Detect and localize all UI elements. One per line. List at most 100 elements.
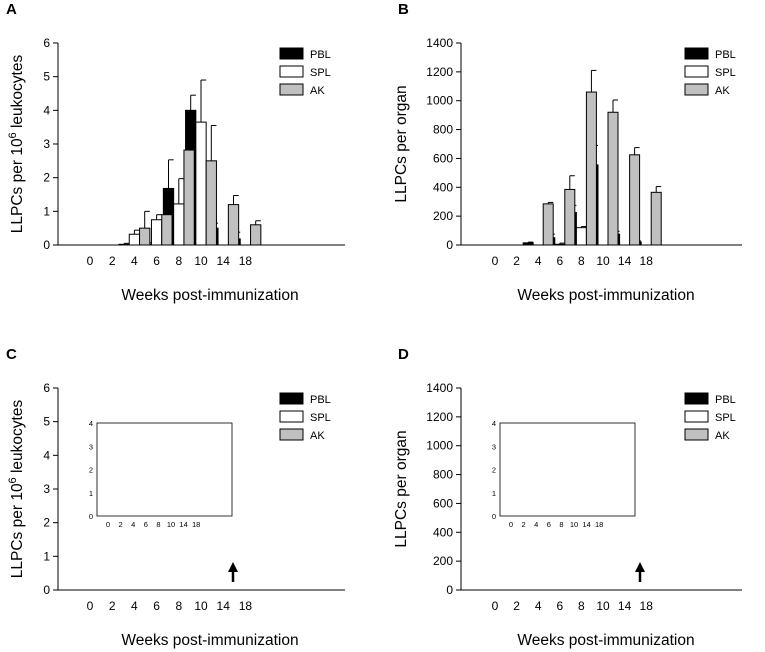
bar-pbl bbox=[118, 243, 130, 246]
x-tick-label: 14 bbox=[217, 599, 231, 613]
x-tick-label: 10 bbox=[596, 599, 610, 613]
x-tick-label: 6 bbox=[556, 254, 563, 268]
y-tick-label: 1200 bbox=[426, 410, 453, 424]
inset-x-tick-label: 14 bbox=[179, 520, 187, 529]
legend-label-ak: AK bbox=[310, 430, 325, 442]
inset-x-tick-label: 2 bbox=[119, 520, 123, 529]
legend-swatch-spl bbox=[279, 410, 304, 423]
x-tick-label: 18 bbox=[640, 599, 654, 613]
y-tick-label: 6 bbox=[43, 381, 50, 395]
y-tick-label: 1200 bbox=[426, 65, 453, 79]
y-tick-label: 6 bbox=[43, 36, 50, 50]
x-tick-label: 8 bbox=[578, 254, 585, 268]
legend-swatch-spl bbox=[684, 65, 709, 78]
inset-x-tick-label: 2 bbox=[522, 520, 526, 529]
legend-swatch-spl bbox=[279, 65, 304, 78]
x-tick-label: 14 bbox=[618, 599, 632, 613]
x-tick-label: 10 bbox=[194, 599, 208, 613]
y-tick-label: 0 bbox=[43, 583, 50, 597]
inset-x-tick-label: 4 bbox=[534, 520, 538, 529]
legend-label-spl: SPL bbox=[715, 67, 736, 79]
y-axis-title: LLPCs per organ bbox=[393, 430, 410, 547]
inset-x-tick-label: 0 bbox=[509, 520, 513, 529]
x-tick-label: 6 bbox=[153, 254, 160, 268]
x-tick-label: 8 bbox=[578, 599, 585, 613]
inset-y-tick-label: 2 bbox=[492, 466, 496, 475]
inset-y-tick-label: 1 bbox=[492, 489, 496, 498]
legend-swatch-ak bbox=[684, 428, 709, 441]
inset-x-tick-label: 6 bbox=[547, 520, 551, 529]
y-tick-label: 5 bbox=[43, 415, 50, 429]
x-tick-label: 4 bbox=[535, 599, 542, 613]
x-tick-label: 0 bbox=[492, 599, 499, 613]
x-tick-label: 0 bbox=[87, 254, 94, 268]
y-axis-title: LLPCs per organ bbox=[393, 85, 410, 202]
x-tick-label: 0 bbox=[492, 254, 499, 268]
inset-frame bbox=[499, 422, 636, 517]
x-tick-label: 10 bbox=[194, 254, 208, 268]
bar-spl bbox=[195, 121, 207, 246]
panel-label: A bbox=[6, 1, 17, 18]
bar-spl bbox=[575, 227, 587, 246]
y-tick-label: 4 bbox=[43, 448, 50, 462]
inset-x-tick-label: 4 bbox=[131, 520, 135, 529]
bar-ak bbox=[161, 214, 173, 246]
x-tick-label: 4 bbox=[535, 254, 542, 268]
legend-label-pbl: PBL bbox=[715, 394, 736, 406]
legend-label-ak: AK bbox=[715, 430, 730, 442]
inset-y-tick-label: 0 bbox=[89, 512, 93, 521]
x-tick-label: 0 bbox=[87, 599, 94, 613]
panel-label: D bbox=[398, 346, 409, 363]
legend-swatch-pbl bbox=[279, 47, 304, 60]
y-tick-label: 1400 bbox=[426, 36, 453, 50]
inset-x-tick-label: 10 bbox=[570, 520, 578, 529]
x-tick-label: 14 bbox=[618, 254, 632, 268]
arrow-icon bbox=[635, 562, 645, 572]
bar-spl bbox=[150, 219, 163, 246]
bar-pbl bbox=[522, 242, 534, 246]
legend-swatch-pbl bbox=[279, 392, 304, 405]
x-tick-label: 2 bbox=[513, 254, 520, 268]
legend-label-ak: AK bbox=[715, 85, 730, 97]
legend-swatch-ak bbox=[279, 428, 304, 441]
x-axis-title: Weeks post-immunization bbox=[121, 287, 298, 304]
bar-spl bbox=[173, 203, 185, 246]
inset-x-tick-label: 8 bbox=[156, 520, 160, 529]
x-tick-label: 2 bbox=[109, 254, 116, 268]
inset-y-tick-label: 0 bbox=[492, 512, 496, 521]
bar-ak bbox=[183, 149, 195, 246]
bar-ak bbox=[607, 111, 619, 246]
legend-label-spl: SPL bbox=[310, 67, 331, 79]
bar-spl bbox=[554, 243, 566, 246]
inset-y-tick-label: 3 bbox=[492, 442, 496, 451]
bar-ak bbox=[542, 203, 554, 246]
arrow-icon bbox=[228, 562, 238, 572]
y-tick-label: 0 bbox=[446, 238, 453, 252]
y-axis-title: LLPCs per 106 leukocytes bbox=[7, 55, 26, 234]
y-tick-label: 400 bbox=[433, 525, 453, 539]
bar-spl bbox=[128, 233, 141, 246]
y-tick-label: 800 bbox=[433, 468, 453, 482]
x-tick-label: 6 bbox=[153, 599, 160, 613]
legend-label-pbl: PBL bbox=[310, 49, 331, 61]
y-tick-label: 400 bbox=[433, 180, 453, 194]
x-tick-label: 18 bbox=[239, 254, 253, 268]
panel-label: C bbox=[6, 346, 17, 363]
y-tick-label: 1 bbox=[43, 204, 50, 218]
bar-ak bbox=[227, 204, 240, 246]
bar-ak bbox=[629, 154, 641, 246]
inset-x-tick-label: 18 bbox=[192, 520, 200, 529]
y-tick-label: 4 bbox=[43, 103, 50, 117]
legend-swatch-ak bbox=[684, 83, 709, 96]
y-tick-label: 1000 bbox=[426, 439, 453, 453]
y-tick-label: 0 bbox=[43, 238, 50, 252]
x-tick-label: 18 bbox=[239, 599, 253, 613]
inset-frame bbox=[96, 422, 233, 517]
legend-label-spl: SPL bbox=[310, 412, 331, 424]
bar-ak bbox=[650, 191, 662, 246]
y-tick-label: 200 bbox=[433, 554, 453, 568]
inset-y-tick-label: 4 bbox=[492, 419, 496, 428]
